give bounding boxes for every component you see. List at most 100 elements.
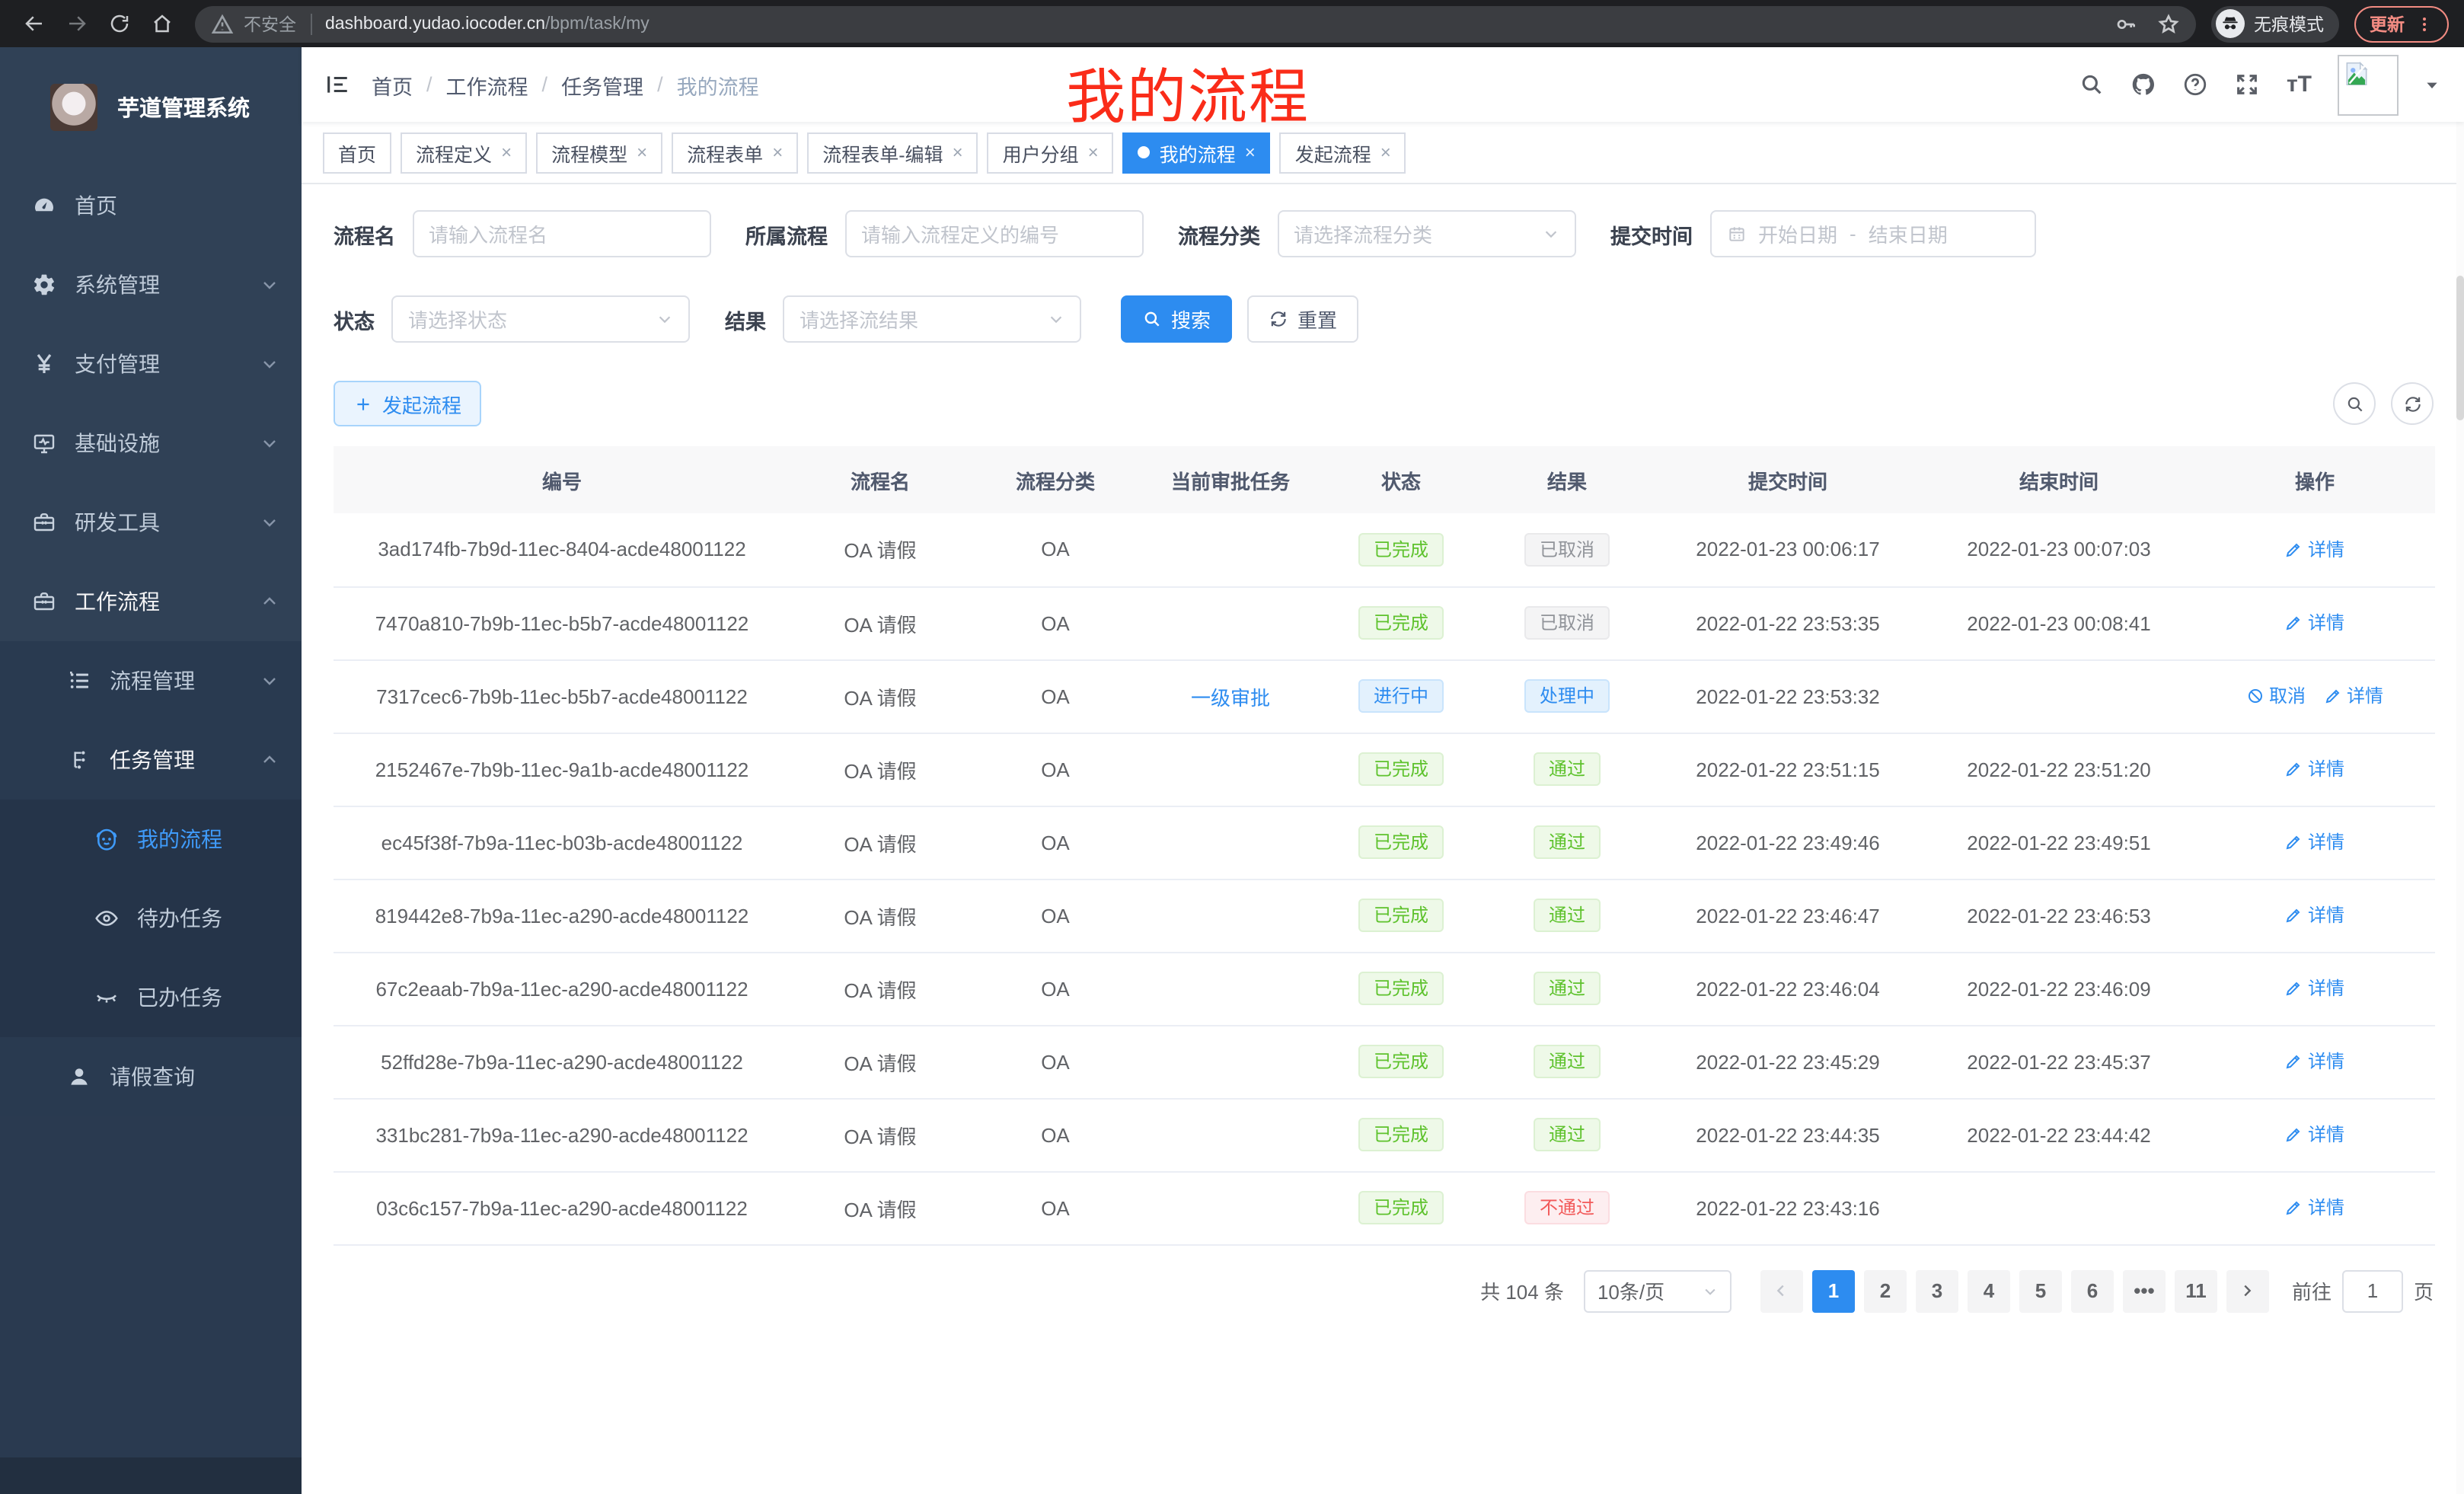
filter-select[interactable]: 请选择流程分类: [1277, 210, 1575, 257]
detail-action-link[interactable]: 详情: [2285, 1049, 2344, 1074]
font-size-icon[interactable]: тT: [2286, 72, 2312, 97]
tab-3[interactable]: 流程表单 ×: [672, 132, 799, 173]
key-icon[interactable]: [2114, 11, 2138, 36]
scrollbar[interactable]: [2456, 47, 2464, 1494]
page-size-select[interactable]: 10条/页: [1583, 1269, 1732, 1312]
filter-input[interactable]: 请输入流程名: [412, 210, 710, 257]
tab-4[interactable]: 流程表单-编辑 ×: [807, 132, 978, 173]
tab-close-icon[interactable]: ×: [501, 142, 512, 163]
page-button-1[interactable]: 1: [1811, 1269, 1855, 1312]
tab-close-icon[interactable]: ×: [772, 142, 784, 163]
tab-close-icon[interactable]: ×: [1087, 142, 1099, 163]
sidebar-collapse-bar[interactable]: [0, 1457, 302, 1494]
create-process-button[interactable]: 发起流程: [334, 381, 482, 426]
page-button-6[interactable]: 6: [2070, 1269, 2114, 1312]
show-search-button[interactable]: [2333, 382, 2376, 425]
detail-action-link[interactable]: 详情: [2285, 536, 2344, 562]
help-icon[interactable]: [2183, 72, 2209, 97]
page-button-2[interactable]: 2: [1863, 1269, 1907, 1312]
tab-close-icon[interactable]: ×: [637, 142, 648, 163]
detail-action-link[interactable]: 详情: [2285, 756, 2344, 782]
goto-page-input[interactable]: [2341, 1269, 2403, 1312]
breadcrumb-item[interactable]: 工作流程: [445, 75, 528, 98]
search-button[interactable]: 搜索: [1121, 295, 1233, 343]
sidebar-toggle-icon[interactable]: [324, 72, 350, 97]
sidebar-item-1[interactable]: 系统管理: [0, 245, 302, 324]
detail-action-link[interactable]: 详情: [2285, 975, 2344, 1001]
page-button-5[interactable]: 5: [2019, 1269, 2062, 1312]
browser-toolbar: 不安全 dashboard.yudao.iocoder.cn/bpm/task/…: [0, 0, 2464, 47]
breadcrumb-item[interactable]: 首页: [372, 75, 413, 98]
app-logo-row[interactable]: 芋道管理系统: [0, 47, 302, 166]
sidebar-item-5[interactable]: 工作流程: [0, 562, 302, 641]
github-icon[interactable]: [2131, 72, 2157, 97]
avatar-caret-icon[interactable]: [2424, 77, 2440, 92]
browser-home-icon[interactable]: [143, 5, 180, 42]
scrollbar-thumb[interactable]: [2456, 276, 2464, 420]
browser-forward-icon[interactable]: [58, 5, 94, 42]
sidebar-item-7[interactable]: 任务管理: [0, 720, 302, 800]
browser-back-icon[interactable]: [15, 5, 52, 42]
fullscreen-icon[interactable]: [2235, 72, 2261, 97]
filter-select[interactable]: 请选择流结果: [783, 295, 1081, 343]
browser-menu-icon[interactable]: [2415, 14, 2434, 33]
breadcrumb-item[interactable]: 任务管理: [561, 75, 644, 98]
tab-label: 我的流程: [1159, 144, 1236, 165]
cell-process-name: OA 请假: [790, 1171, 970, 1245]
action-label: 详情: [2307, 758, 2344, 781]
filter-input[interactable]: 请输入流程定义的编号: [844, 210, 1143, 257]
sidebar-menu: 首页 系统管理 支付管理 基础设施 研发工具 工作流程流程管理任务管理 我的流程 待办任务 已办…: [0, 166, 302, 1116]
current-task-link[interactable]: 一级审批: [1190, 686, 1270, 709]
cell-status: 已完成: [1320, 1171, 1482, 1245]
tab-1[interactable]: 流程定义 ×: [401, 132, 528, 173]
detail-action-link[interactable]: 详情: [2324, 683, 2383, 709]
detail-action-link[interactable]: 详情: [2285, 829, 2344, 855]
filter-daterange[interactable]: 开始日期 - 结束日期: [1709, 210, 2035, 257]
page-button-11[interactable]: 11: [2174, 1269, 2217, 1312]
tab-6[interactable]: 我的流程 ×: [1122, 132, 1271, 173]
cell-end-time: 2022-01-22 23:49:51: [1923, 806, 2194, 879]
tab-close-icon[interactable]: ×: [952, 142, 963, 163]
breadcrumb-item[interactable]: 我的流程: [676, 75, 759, 98]
refresh-table-button[interactable]: [2391, 382, 2434, 425]
reset-button[interactable]: 重置: [1247, 295, 1359, 343]
page-button-4[interactable]: 4: [1967, 1269, 2010, 1312]
cancel-action-link[interactable]: 取消: [2246, 683, 2306, 709]
next-page-button[interactable]: [2226, 1269, 2269, 1312]
filter-select[interactable]: 请选择状态: [391, 295, 690, 343]
browser-update-button[interactable]: 更新: [2354, 5, 2449, 42]
sidebar-item-11[interactable]: 请假查询: [0, 1037, 302, 1116]
detail-action-link[interactable]: 详情: [2285, 902, 2344, 928]
sidebar-item-label: 流程管理: [110, 669, 195, 693]
sidebar-item-4[interactable]: 研发工具: [0, 483, 302, 562]
bookmark-star-icon[interactable]: [2156, 11, 2181, 36]
tab-5[interactable]: 用户分组 ×: [987, 132, 1114, 173]
sidebar-item-2[interactable]: 支付管理: [0, 324, 302, 404]
chevron-down-icon: [656, 311, 673, 327]
detail-action-link[interactable]: 详情: [2285, 1122, 2344, 1148]
pager-ellipsis[interactable]: •••: [2122, 1269, 2166, 1312]
tab-close-icon[interactable]: ×: [1380, 142, 1391, 163]
sidebar-item-8[interactable]: 我的流程: [0, 800, 302, 879]
tab-close-icon[interactable]: ×: [1244, 142, 1256, 163]
cell-result: 处理中: [1482, 659, 1652, 733]
tab-7[interactable]: 发起流程 ×: [1279, 132, 1406, 173]
sidebar-item-6[interactable]: 流程管理: [0, 641, 302, 720]
address-bar[interactable]: 不安全 dashboard.yudao.iocoder.cn/bpm/task/…: [195, 5, 2196, 42]
sidebar-item-0[interactable]: 首页: [0, 166, 302, 245]
tab-2[interactable]: 流程模型 ×: [536, 132, 663, 173]
pagination-total: 共 104 条: [1480, 1281, 1564, 1304]
page-button-3[interactable]: 3: [1915, 1269, 1958, 1312]
sidebar-item-9[interactable]: 待办任务: [0, 879, 302, 958]
avatar[interactable]: [2338, 54, 2399, 115]
sidebar-item-3[interactable]: 基础设施: [0, 404, 302, 483]
sidebar-item-10[interactable]: 已办任务: [0, 958, 302, 1037]
browser-reload-icon[interactable]: [101, 5, 137, 42]
status-badge: 进行中: [1358, 679, 1444, 713]
search-icon[interactable]: [2079, 72, 2105, 97]
prev-page-button[interactable]: [1760, 1269, 1803, 1312]
edit-icon: [2285, 833, 2303, 851]
detail-action-link[interactable]: 详情: [2285, 1195, 2344, 1221]
detail-action-link[interactable]: 详情: [2285, 610, 2344, 636]
tab-0[interactable]: 首页: [323, 132, 392, 173]
